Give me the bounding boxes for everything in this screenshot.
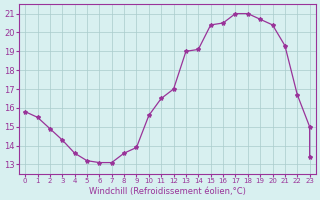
X-axis label: Windchill (Refroidissement éolien,°C): Windchill (Refroidissement éolien,°C) <box>89 187 246 196</box>
